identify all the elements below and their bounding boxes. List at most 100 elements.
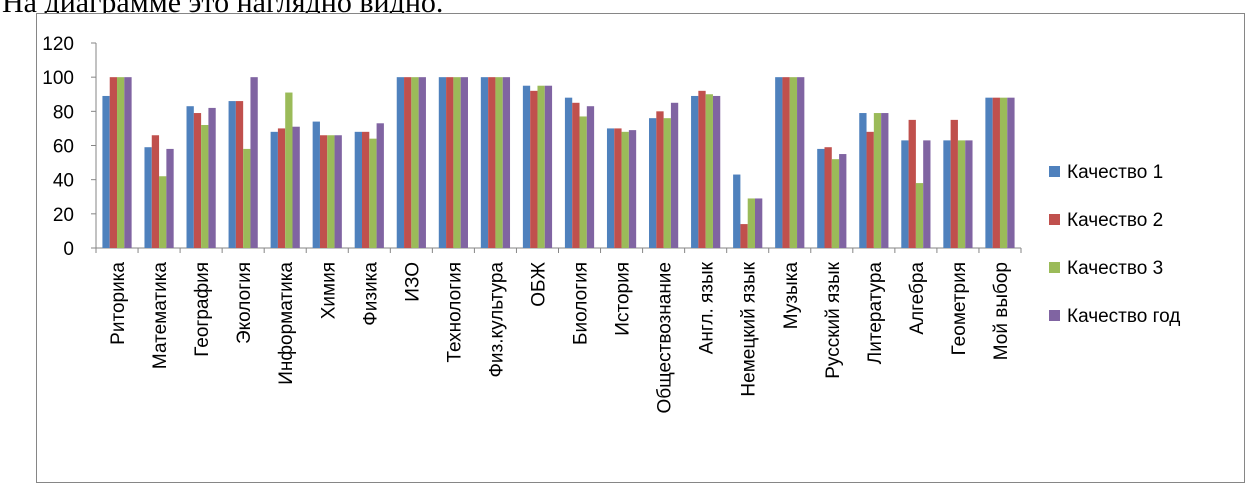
bar (376, 123, 384, 248)
x-category-label: Риторика (108, 262, 129, 345)
bar (522, 85, 531, 248)
bar (396, 77, 405, 249)
bar (957, 140, 966, 248)
bar (201, 125, 209, 248)
bar (881, 113, 889, 249)
y-tick-label: 0 (63, 239, 74, 260)
bar (544, 85, 553, 248)
bar (965, 140, 973, 248)
legend-label: Качество 2 (1067, 210, 1163, 231)
bar (649, 118, 657, 249)
bar (411, 77, 419, 249)
bar (572, 102, 580, 249)
x-category-label: Литература (865, 262, 886, 365)
bar (235, 101, 244, 248)
x-category-label: География (192, 262, 213, 357)
legend-swatch (1049, 310, 1060, 321)
y-tick-label: 20 (53, 205, 74, 226)
bar (243, 148, 251, 248)
bar (228, 101, 236, 248)
bar (923, 140, 931, 248)
bar (755, 198, 763, 248)
x-category-label: Англ. язык (697, 261, 718, 354)
bar (691, 95, 699, 248)
legend-label: Качество 1 (1067, 162, 1163, 183)
bar (102, 95, 110, 248)
bar (312, 121, 320, 248)
bar (270, 131, 278, 248)
bar (908, 119, 916, 248)
bar (564, 97, 573, 249)
bar (453, 77, 461, 249)
chart-axes: 0 20 40 60 80 100 120 (42, 34, 1022, 260)
bar (698, 90, 706, 248)
bar (292, 126, 300, 248)
bar (151, 135, 160, 248)
bar (859, 113, 867, 249)
bar (839, 154, 847, 248)
x-category-label: Физика (360, 262, 381, 326)
bar (817, 148, 825, 248)
bar (334, 135, 342, 248)
bar (438, 77, 447, 249)
bar (159, 176, 167, 248)
bar (705, 94, 713, 248)
bar (495, 77, 503, 249)
bar (186, 106, 194, 248)
x-category-label: Алгебра (907, 262, 928, 335)
bar (915, 183, 924, 248)
x-category-label: Информатика (276, 262, 297, 385)
x-category-label: Технология (444, 262, 465, 363)
x-category-label: Обществознание (655, 262, 676, 414)
bar (747, 198, 756, 248)
bar (193, 113, 202, 249)
y-tick-label: 40 (53, 171, 74, 192)
bar (797, 77, 805, 249)
bar (124, 77, 132, 249)
chart-legend: Качество 1 Качество 2 Качество 3 Качество г… (1049, 162, 1180, 327)
chart-labels: Риторика Математика География Экология Инфор… (108, 261, 1012, 413)
x-category-label: ОБЖ (528, 262, 549, 307)
y-tick-label: 60 (53, 137, 74, 158)
bar (144, 147, 152, 248)
bar (354, 131, 362, 248)
x-category-label: ИЗО (402, 262, 423, 302)
chart-bars (102, 77, 1015, 249)
bar-chart: 0 20 40 60 80 100 120 Риторика Математика Геогра… (42, 34, 1180, 414)
bar (621, 131, 629, 248)
x-category-label: Геометрия (949, 262, 970, 355)
x-category-label: Музыка (781, 262, 802, 330)
bar (943, 140, 951, 248)
bar (656, 111, 664, 248)
bar (579, 116, 587, 248)
bar (999, 97, 1008, 249)
legend-label: Качество год (1067, 306, 1180, 327)
bar (628, 130, 637, 248)
bar (460, 77, 468, 249)
bar (1007, 97, 1015, 249)
bar (824, 147, 832, 248)
bar (866, 131, 874, 248)
bar (369, 138, 377, 248)
bar (404, 77, 412, 249)
x-category-label: Немецкий язык (739, 261, 760, 396)
bar (586, 106, 595, 248)
bar (109, 77, 118, 249)
x-category-label: Физ.культура (486, 262, 507, 378)
bar (775, 77, 783, 249)
legend-swatch (1049, 262, 1060, 273)
x-category-label: Химия (318, 262, 339, 319)
bar (319, 135, 328, 248)
bar (166, 148, 174, 248)
bar (117, 77, 125, 249)
x-category-label: Русский язык (823, 261, 844, 378)
x-category-label: Экология (234, 262, 255, 344)
bar (831, 159, 840, 248)
bar (733, 174, 741, 248)
x-category-label: Биология (571, 262, 592, 345)
bar (446, 77, 454, 249)
bar (670, 102, 679, 249)
y-tick-label: 80 (53, 102, 74, 123)
bar (250, 77, 258, 249)
bar (663, 118, 671, 249)
